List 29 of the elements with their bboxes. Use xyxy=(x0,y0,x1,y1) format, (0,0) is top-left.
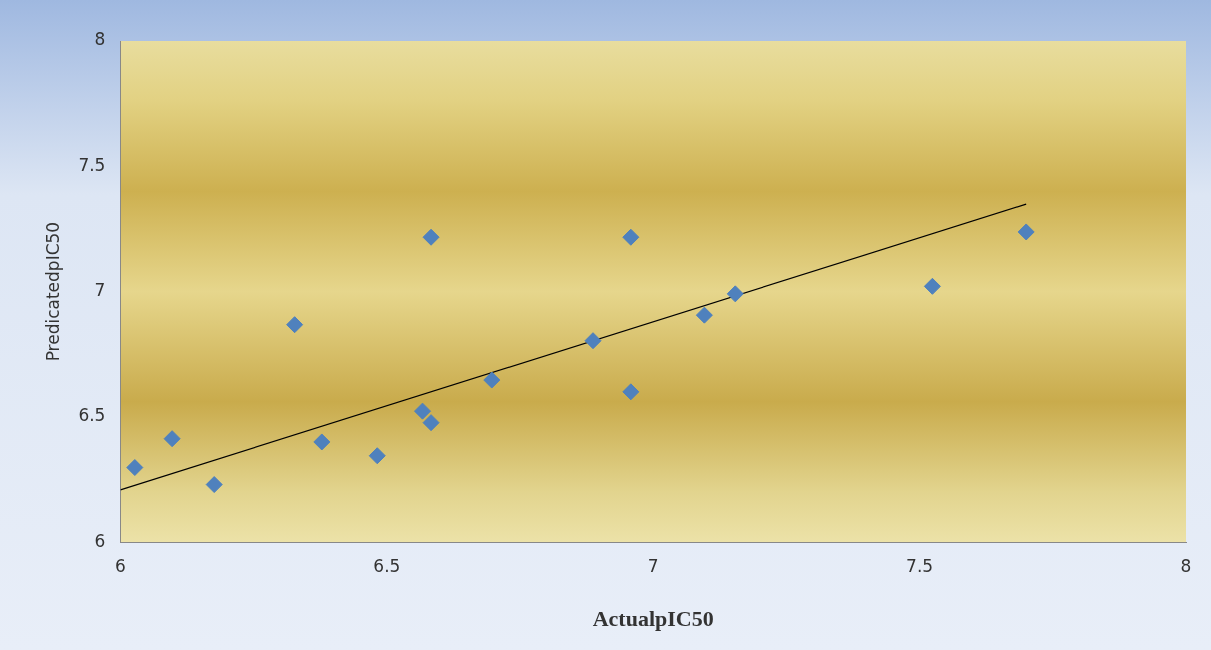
point xyxy=(923,277,941,295)
point xyxy=(422,228,440,246)
x-tick-label: 6.5 xyxy=(373,555,401,576)
y-tick-label: 8 xyxy=(94,29,106,50)
y-tick-label: 6.5 xyxy=(78,405,106,426)
y-tick-label: 7 xyxy=(94,280,106,301)
point xyxy=(126,459,144,477)
y-axis-title: PredicatedpIC50 xyxy=(42,221,63,362)
x-tick-label: 8 xyxy=(1180,555,1192,576)
point xyxy=(368,447,386,465)
point xyxy=(205,476,223,494)
x-tick-label: 7.5 xyxy=(906,555,934,576)
y-tick-label: 7.5 xyxy=(78,154,106,175)
point xyxy=(286,316,304,334)
point xyxy=(483,371,501,389)
x-axis-title: ActualpIC50 xyxy=(592,606,714,632)
x-tick-label: 7 xyxy=(647,555,659,576)
point xyxy=(313,433,331,451)
point xyxy=(622,383,640,401)
y-tick-label: 6 xyxy=(94,530,106,551)
point xyxy=(414,402,432,420)
point xyxy=(584,332,602,350)
point xyxy=(422,414,440,432)
point xyxy=(163,430,181,448)
point xyxy=(695,306,713,324)
point xyxy=(1017,223,1035,241)
point xyxy=(726,285,744,303)
x-tick-label: 6 xyxy=(115,555,126,576)
point xyxy=(622,228,640,246)
